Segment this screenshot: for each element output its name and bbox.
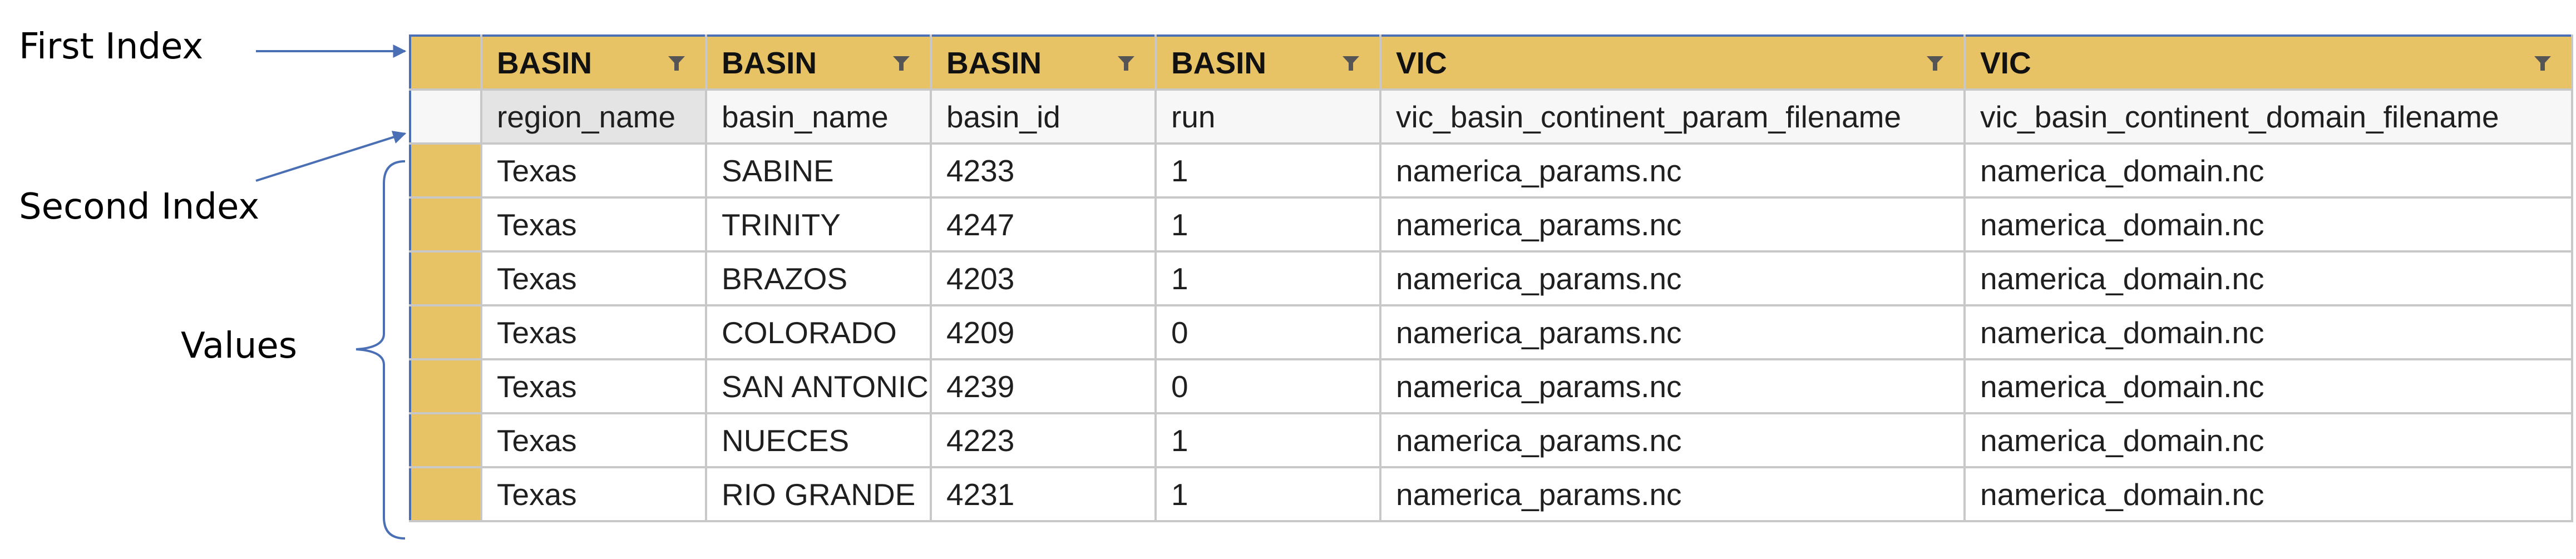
table-cell[interactable]: Texas (480, 142, 707, 199)
table-cell[interactable]: namerica_domain.nc (1963, 142, 2573, 199)
table-cell[interactable]: Texas (480, 304, 707, 360)
table-cell[interactable]: namerica_params.nc (1379, 250, 1966, 306)
table-row: Texas RIO GRANDE 4231 1 namerica_params.… (409, 466, 2573, 522)
table-cell[interactable]: 4239 (930, 358, 1157, 414)
table-cell[interactable]: namerica_domain.nc (1963, 358, 2573, 414)
first-index-header[interactable]: BASIN (930, 34, 1157, 91)
table-cell[interactable]: TRINITY (705, 196, 932, 253)
table-cell[interactable]: 1 (1154, 250, 1381, 306)
table-cell[interactable]: 0 (1154, 304, 1381, 360)
second-index-cell[interactable]: run (1154, 88, 1381, 145)
header-label: VIC (1980, 45, 2031, 80)
second-index-arrow (255, 131, 407, 182)
first-index-row: BASIN BASIN BASIN BASIN VIC VIC (409, 34, 2573, 91)
table-cell[interactable]: Texas (480, 250, 707, 306)
table-cell[interactable]: namerica_domain.nc (1963, 412, 2573, 468)
table-cell[interactable]: Texas (480, 466, 707, 522)
first-index-header[interactable]: BASIN (480, 34, 707, 91)
table-cell[interactable]: namerica_domain.nc (1963, 304, 2573, 360)
table-cell[interactable]: SAN ANTONIC (705, 358, 932, 414)
table-cell[interactable]: 4209 (930, 304, 1157, 360)
second-index-cell[interactable]: region_name (480, 88, 707, 145)
funnel-filter-icon[interactable] (2533, 55, 2552, 72)
values-bracket (356, 160, 406, 540)
table-cell[interactable]: namerica_params.nc (1379, 304, 1966, 360)
values-annotation: Values (181, 325, 298, 367)
table-cell[interactable]: namerica_domain.nc (1963, 196, 2573, 253)
funnel-filter-icon[interactable] (1926, 55, 1945, 72)
second-index-cell[interactable]: basin_id (930, 88, 1157, 145)
table-cell[interactable]: namerica_params.nc (1379, 412, 1966, 468)
table-cell[interactable]: 1 (1154, 466, 1381, 522)
funnel-filter-icon[interactable] (892, 55, 911, 72)
row-header-cell[interactable] (409, 196, 482, 253)
table-row: Texas SAN ANTONIC 4239 0 namerica_params… (409, 358, 2573, 414)
table-cell[interactable]: 4233 (930, 142, 1157, 199)
table-cell[interactable]: namerica_params.nc (1379, 142, 1966, 199)
first-index-annotation: First Index (19, 26, 204, 67)
table-cell[interactable]: namerica_params.nc (1379, 358, 1966, 414)
row-header-cell[interactable] (409, 250, 482, 306)
header-label: BASIN (946, 45, 1042, 80)
first-index-header[interactable]: VIC (1963, 34, 2573, 91)
table-cell[interactable]: namerica_params.nc (1379, 196, 1966, 253)
table-cell[interactable]: Texas (480, 196, 707, 253)
table-cell[interactable]: SABINE (705, 142, 932, 199)
first-index-header[interactable]: BASIN (705, 34, 932, 91)
table-row: Texas COLORADO 4209 0 namerica_params.nc… (409, 304, 2573, 360)
table-row: Texas BRAZOS 4203 1 namerica_params.nc n… (409, 250, 2573, 306)
table-row: Texas TRINITY 4247 1 namerica_params.nc … (409, 196, 2573, 253)
second-index-cell[interactable]: vic_basin_continent_domain_filename (1963, 88, 2573, 145)
second-index-row: region_name basin_name basin_id run vic_… (409, 88, 2573, 145)
table-cell[interactable]: 0 (1154, 358, 1381, 414)
table-cell[interactable]: 1 (1154, 142, 1381, 199)
table-cell[interactable]: namerica_domain.nc (1963, 250, 2573, 306)
row-header-cell[interactable] (409, 142, 482, 199)
row-header-cell (409, 88, 482, 145)
table-cell[interactable]: 4223 (930, 412, 1157, 468)
table-cell[interactable]: 4203 (930, 250, 1157, 306)
second-index-annotation: Second Index (19, 186, 260, 227)
first-index-header[interactable]: VIC (1379, 34, 1966, 91)
table-cell[interactable]: NUECES (705, 412, 932, 468)
funnel-filter-icon[interactable] (667, 55, 686, 72)
table-cell[interactable]: 4247 (930, 196, 1157, 253)
table-cell[interactable]: 4231 (930, 466, 1157, 522)
table-cell[interactable]: RIO GRANDE (705, 466, 932, 522)
multiindex-table: BASIN BASIN BASIN BASIN VIC VIC region_n… (409, 34, 2573, 522)
second-index-cell[interactable]: vic_basin_continent_param_filename (1379, 88, 1966, 145)
table-row: Texas NUECES 4223 1 namerica_params.nc n… (409, 412, 2573, 468)
row-header-cell[interactable] (409, 358, 482, 414)
funnel-filter-icon[interactable] (1341, 55, 1360, 72)
first-index-header[interactable]: BASIN (1154, 34, 1381, 91)
funnel-filter-icon[interactable] (1117, 55, 1136, 72)
header-label: BASIN (497, 45, 593, 80)
table-cell[interactable]: namerica_params.nc (1379, 466, 1966, 522)
header-label: BASIN (722, 45, 817, 80)
row-header-corner (409, 34, 482, 91)
table-row: Texas SABINE 4233 1 namerica_params.nc n… (409, 142, 2573, 199)
table-cell[interactable]: namerica_domain.nc (1963, 466, 2573, 522)
table-cell[interactable]: Texas (480, 412, 707, 468)
second-index-cell[interactable]: basin_name (705, 88, 932, 145)
table-cell[interactable]: 1 (1154, 196, 1381, 253)
header-label: VIC (1396, 45, 1447, 80)
header-label: BASIN (1171, 45, 1267, 80)
row-header-cell[interactable] (409, 466, 482, 522)
row-header-cell[interactable] (409, 412, 482, 468)
table-cell[interactable]: COLORADO (705, 304, 932, 360)
row-header-cell[interactable] (409, 304, 482, 360)
table-cell[interactable]: Texas (480, 358, 707, 414)
table-cell[interactable]: 1 (1154, 412, 1381, 468)
table-cell[interactable]: BRAZOS (705, 250, 932, 306)
